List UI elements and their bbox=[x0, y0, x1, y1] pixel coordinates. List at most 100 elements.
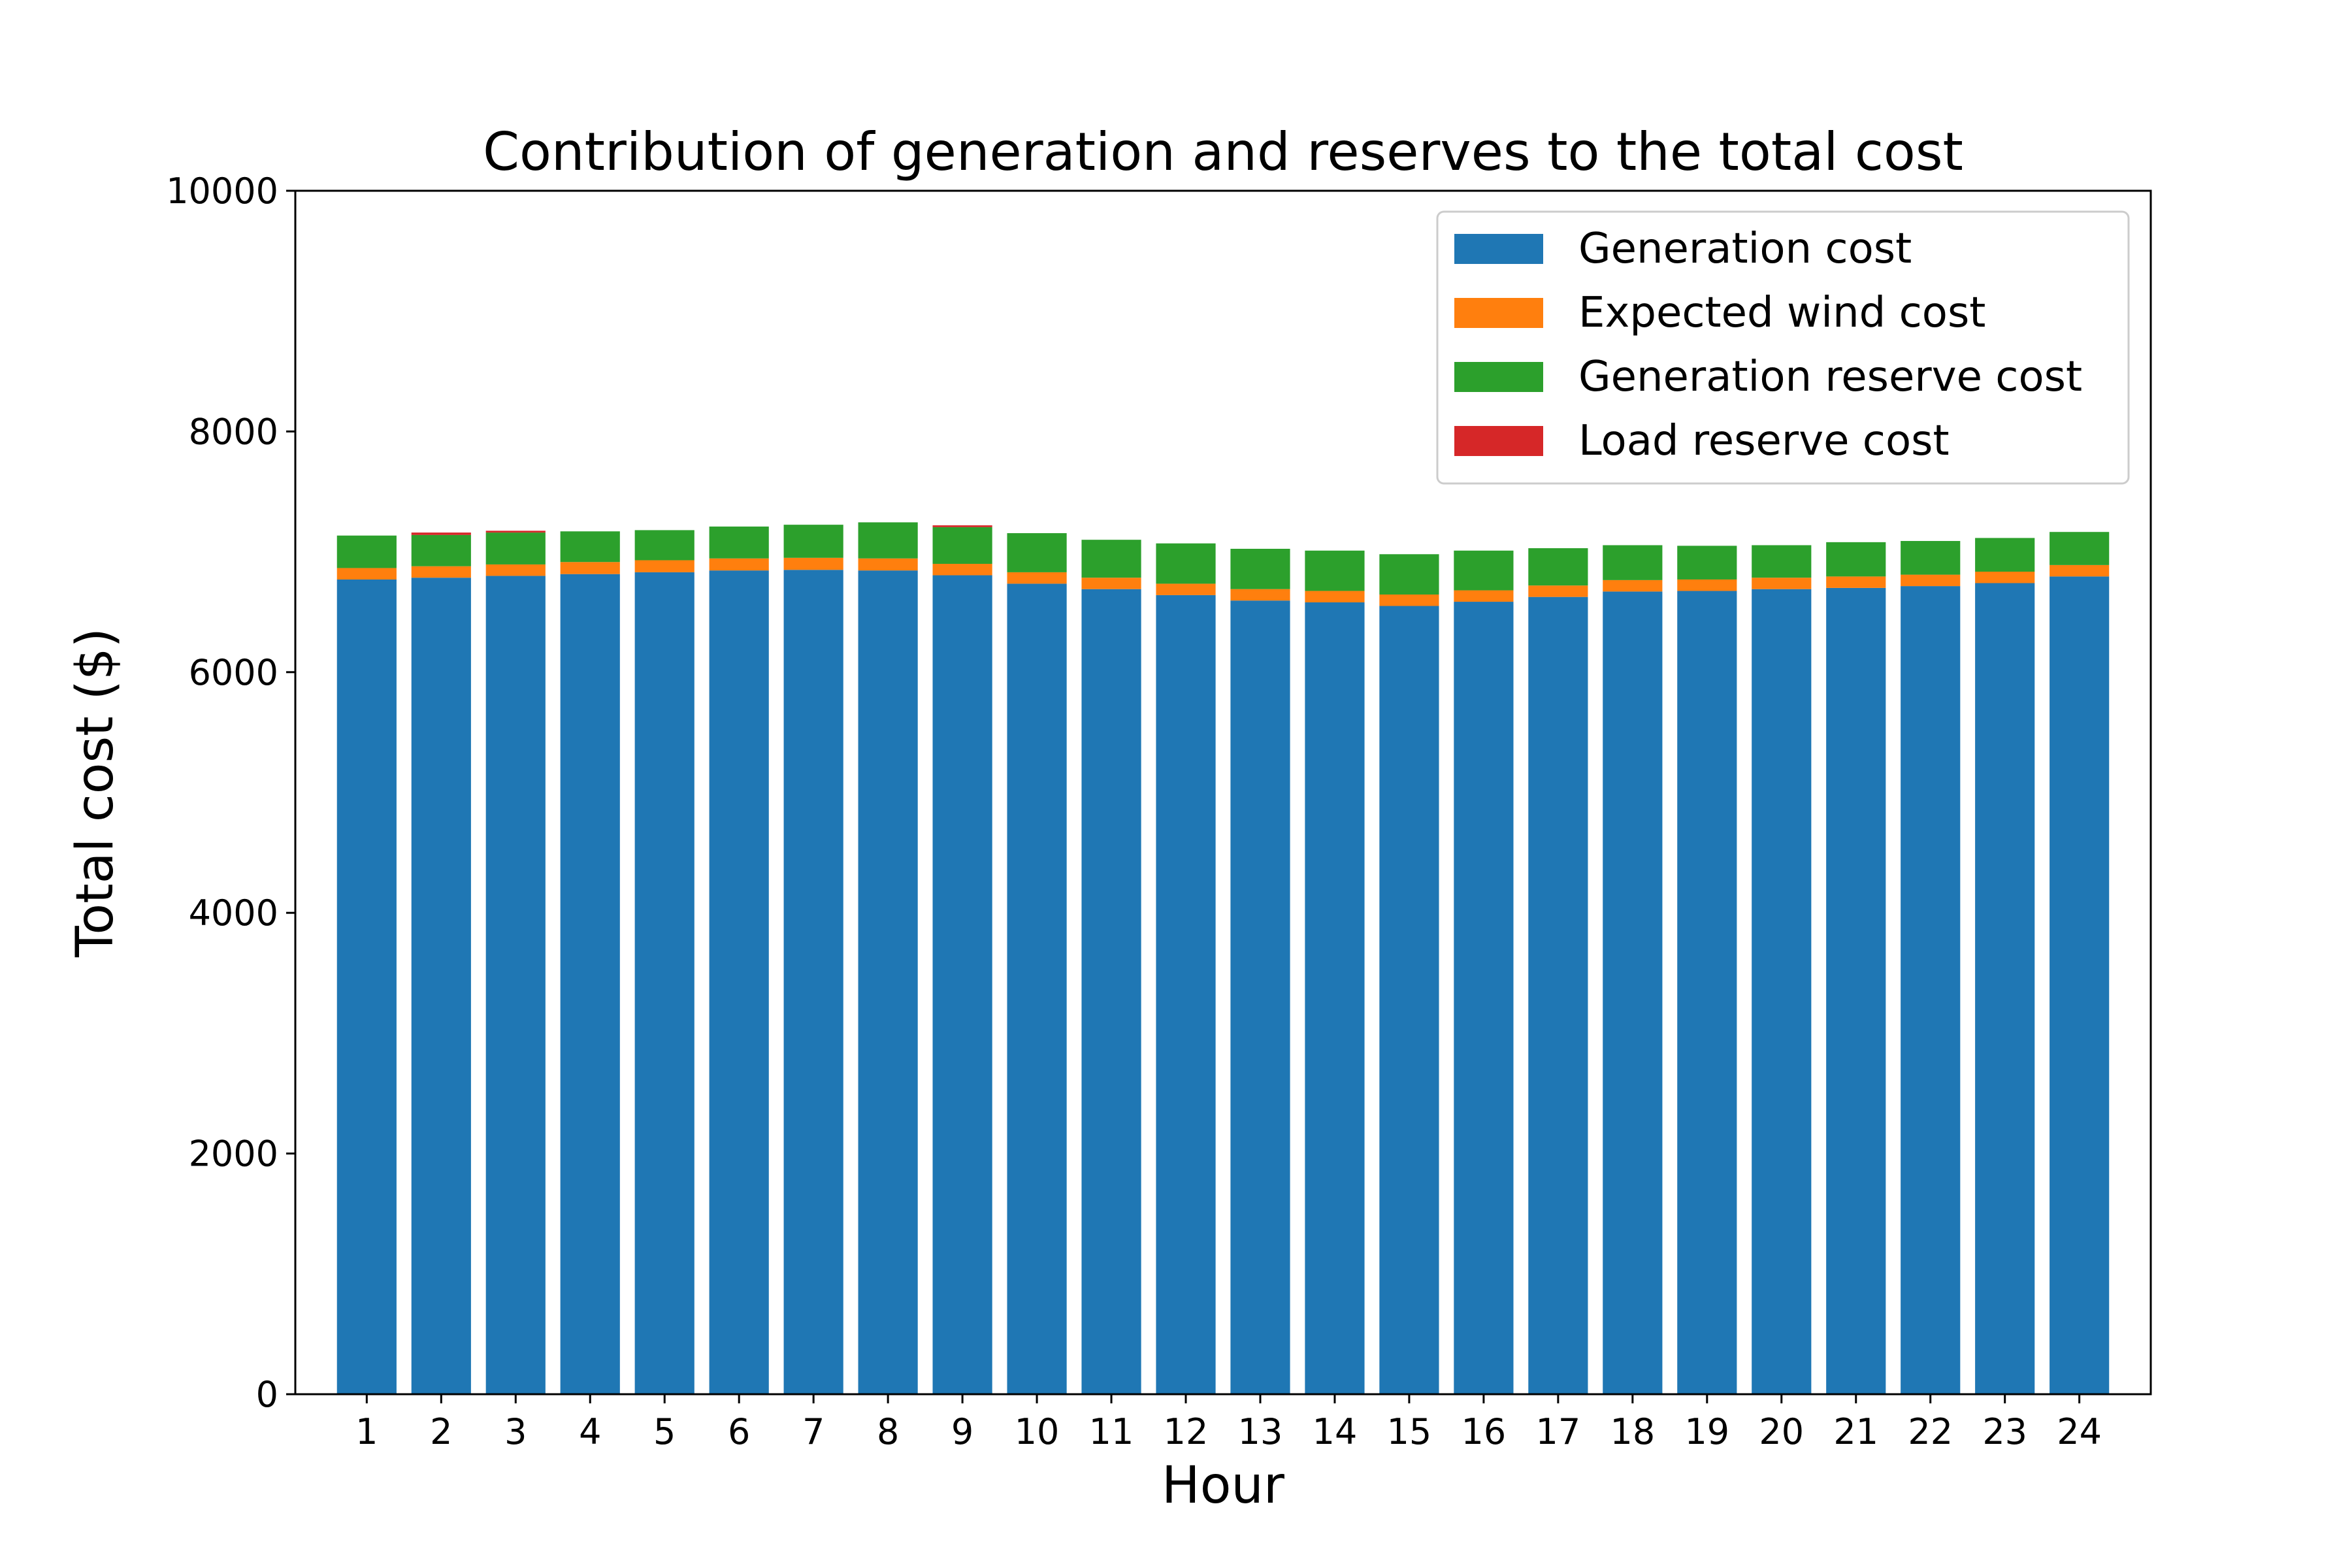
bar-segment-expected-wind-cost-hour-5 bbox=[634, 560, 694, 572]
bar-segment-generation-reserve-cost-hour-5 bbox=[634, 530, 694, 561]
x-axis-title: Hour bbox=[1162, 1456, 1285, 1515]
legend-swatch-generation-reserve-cost bbox=[1454, 362, 1543, 392]
bar-segment-generation-reserve-cost-hour-20 bbox=[1752, 545, 1812, 578]
bar-segment-generation-reserve-cost-hour-22 bbox=[1901, 541, 1961, 575]
x-tick-label: 17 bbox=[1536, 1411, 1581, 1452]
y-tick-label: 10000 bbox=[166, 171, 278, 212]
bar-segment-generation-cost-hour-6 bbox=[709, 570, 769, 1394]
bar-segment-expected-wind-cost-hour-2 bbox=[411, 566, 471, 578]
bar-segment-generation-reserve-cost-hour-13 bbox=[1230, 548, 1290, 589]
bar-segment-generation-cost-hour-13 bbox=[1230, 600, 1290, 1395]
bars-layer bbox=[336, 522, 2110, 1395]
bar-segment-generation-reserve-cost-hour-4 bbox=[560, 531, 620, 563]
bar-segment-generation-reserve-cost-hour-10 bbox=[1007, 533, 1067, 572]
bar-segment-generation-reserve-cost-hour-14 bbox=[1305, 550, 1365, 591]
x-tick-label: 21 bbox=[1833, 1411, 1878, 1452]
bar-segment-load-reserve-cost-hour-2 bbox=[411, 532, 471, 535]
bar-segment-expected-wind-cost-hour-17 bbox=[1528, 585, 1588, 597]
y-tick-label: 4000 bbox=[189, 892, 278, 934]
x-tick-label: 12 bbox=[1164, 1411, 1209, 1452]
bar-segment-generation-cost-hour-17 bbox=[1528, 596, 1588, 1395]
x-tick-label: 8 bbox=[877, 1411, 899, 1452]
legend: Generation cost Expected wind cost Generat… bbox=[1436, 210, 2130, 485]
bar-segment-expected-wind-cost-hour-18 bbox=[1603, 580, 1663, 592]
bar-segment-generation-cost-hour-5 bbox=[634, 572, 694, 1395]
bar-segment-expected-wind-cost-hour-20 bbox=[1752, 578, 1812, 589]
bar-segment-generation-reserve-cost-hour-12 bbox=[1156, 543, 1216, 584]
bar-segment-generation-cost-hour-19 bbox=[1677, 591, 1737, 1394]
bar-segment-generation-cost-hour-2 bbox=[411, 578, 471, 1395]
x-tick-label: 2 bbox=[430, 1411, 452, 1452]
x-tick-label: 22 bbox=[1908, 1411, 1953, 1452]
bar-segment-generation-reserve-cost-hour-21 bbox=[1826, 542, 1886, 577]
bar-segment-load-reserve-cost-hour-9 bbox=[932, 525, 992, 527]
y-tick-label: 8000 bbox=[189, 411, 278, 452]
bar-segment-generation-cost-hour-12 bbox=[1156, 595, 1216, 1395]
x-tick-label: 6 bbox=[728, 1411, 750, 1452]
bar-segment-expected-wind-cost-hour-9 bbox=[932, 564, 992, 576]
legend-label-expected-wind-cost: Expected wind cost bbox=[1578, 289, 1985, 337]
bar-segment-generation-reserve-cost-hour-2 bbox=[411, 534, 471, 566]
x-tick-label: 20 bbox=[1759, 1411, 1804, 1452]
x-tick-label: 15 bbox=[1387, 1411, 1432, 1452]
x-tick-label: 11 bbox=[1089, 1411, 1134, 1452]
bar-segment-generation-reserve-cost-hour-9 bbox=[932, 527, 992, 564]
bar-segment-generation-reserve-cost-hour-6 bbox=[709, 526, 769, 559]
bar-segment-generation-cost-hour-7 bbox=[783, 570, 843, 1394]
x-tick-label: 1 bbox=[355, 1411, 378, 1452]
bar-segment-expected-wind-cost-hour-22 bbox=[1901, 574, 1961, 587]
x-tick-label: 9 bbox=[951, 1411, 973, 1452]
bar-segment-expected-wind-cost-hour-8 bbox=[858, 558, 918, 571]
bar-segment-expected-wind-cost-hour-6 bbox=[709, 558, 769, 571]
bar-segment-expected-wind-cost-hour-11 bbox=[1081, 578, 1141, 589]
bar-segment-expected-wind-cost-hour-1 bbox=[336, 568, 397, 580]
chart-title: Contribution of generation and reserves … bbox=[483, 122, 1963, 182]
x-tick-label: 4 bbox=[579, 1411, 601, 1452]
x-tick-label: 10 bbox=[1015, 1411, 1060, 1452]
bar-segment-generation-reserve-cost-hour-8 bbox=[858, 522, 918, 559]
legend-label-generation-reserve-cost: Generation reserve cost bbox=[1578, 353, 2082, 401]
x-tick-label: 3 bbox=[504, 1411, 527, 1452]
bar-segment-generation-cost-hour-1 bbox=[336, 579, 397, 1394]
bar-segment-load-reserve-cost-hour-3 bbox=[485, 531, 546, 533]
bar-segment-generation-reserve-cost-hour-3 bbox=[485, 532, 546, 564]
bar-segment-generation-cost-hour-24 bbox=[2050, 576, 2110, 1394]
bar-segment-expected-wind-cost-hour-14 bbox=[1305, 591, 1365, 602]
y-tick-label: 0 bbox=[256, 1374, 278, 1415]
y-tick-label: 6000 bbox=[189, 652, 278, 693]
bar-segment-expected-wind-cost-hour-24 bbox=[2050, 564, 2110, 577]
bar-segment-expected-wind-cost-hour-13 bbox=[1230, 589, 1290, 601]
bar-segment-generation-reserve-cost-hour-23 bbox=[1975, 538, 2035, 572]
bar-segment-generation-cost-hour-11 bbox=[1081, 589, 1141, 1395]
y-axis-title: Total cost ($) bbox=[66, 628, 125, 958]
legend-label-generation-cost: Generation cost bbox=[1578, 225, 1912, 273]
bar-segment-generation-reserve-cost-hour-15 bbox=[1379, 554, 1439, 595]
bar-segment-generation-cost-hour-15 bbox=[1379, 606, 1439, 1394]
bar-segment-generation-cost-hour-22 bbox=[1901, 586, 1961, 1394]
legend-swatch-generation-cost bbox=[1454, 234, 1543, 264]
bar-segment-generation-reserve-cost-hour-18 bbox=[1603, 545, 1663, 580]
bar-segment-generation-cost-hour-18 bbox=[1603, 591, 1663, 1394]
bar-segment-generation-cost-hour-10 bbox=[1007, 583, 1067, 1395]
bar-segment-generation-reserve-cost-hour-1 bbox=[336, 535, 397, 568]
bar-segment-generation-cost-hour-3 bbox=[485, 576, 546, 1395]
bar-segment-generation-cost-hour-14 bbox=[1305, 602, 1365, 1395]
x-tick-label: 7 bbox=[802, 1411, 825, 1452]
bar-segment-expected-wind-cost-hour-12 bbox=[1156, 583, 1216, 595]
bar-segment-expected-wind-cost-hour-15 bbox=[1379, 594, 1439, 606]
bar-segment-expected-wind-cost-hour-3 bbox=[485, 564, 546, 576]
x-tick-label: 18 bbox=[1610, 1411, 1655, 1452]
bar-segment-expected-wind-cost-hour-7 bbox=[783, 557, 843, 570]
bar-segment-generation-cost-hour-8 bbox=[858, 570, 918, 1394]
bar-segment-generation-reserve-cost-hour-24 bbox=[2050, 532, 2110, 565]
x-tick-label: 23 bbox=[1982, 1411, 2027, 1452]
legend-swatch-load-reserve-cost bbox=[1454, 426, 1543, 456]
legend-box bbox=[1436, 210, 2130, 485]
bar-segment-expected-wind-cost-hour-4 bbox=[560, 562, 620, 574]
bar-segment-expected-wind-cost-hour-10 bbox=[1007, 572, 1067, 584]
bar-segment-generation-cost-hour-20 bbox=[1752, 589, 1812, 1395]
bar-segment-generation-reserve-cost-hour-17 bbox=[1528, 548, 1588, 586]
bar-segment-generation-cost-hour-23 bbox=[1975, 583, 2035, 1394]
bar-segment-expected-wind-cost-hour-19 bbox=[1677, 579, 1737, 591]
